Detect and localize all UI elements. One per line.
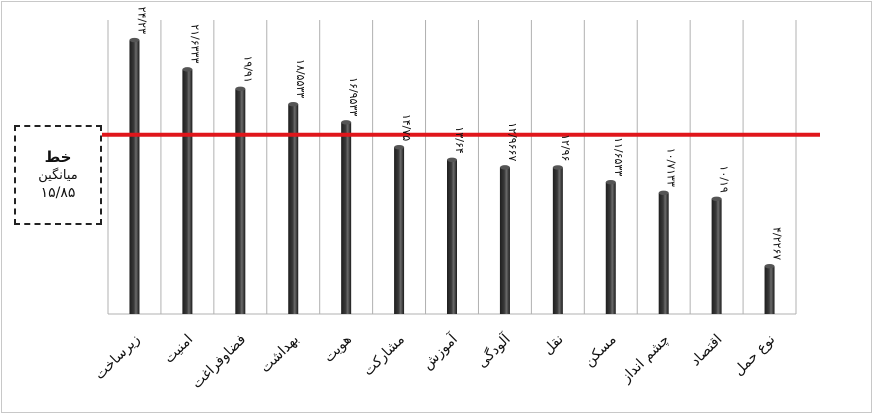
grid xyxy=(107,20,797,315)
average-box-line1: خط xyxy=(44,147,72,166)
bar-cap xyxy=(605,180,616,185)
bar-cap xyxy=(235,86,246,92)
category-label: نوع حمل xyxy=(731,332,779,380)
bar-cap xyxy=(182,67,193,72)
category-label: آموزش xyxy=(419,330,462,373)
category-label: مسکن xyxy=(581,332,619,370)
data-label: ۱۰/۱۹ xyxy=(718,165,731,192)
bar-cap xyxy=(288,102,299,107)
category-label: بهداشت xyxy=(257,332,302,377)
bar xyxy=(235,88,246,314)
bar xyxy=(605,182,616,314)
bar-cap xyxy=(447,157,457,162)
category-label: آلودگی xyxy=(473,330,514,371)
bars xyxy=(129,37,775,315)
bar xyxy=(499,167,510,314)
data-label: ۱۸/۵۵۳۳ xyxy=(294,59,307,98)
bar-cap xyxy=(764,264,775,269)
data-label: ۴/۲۲۶۷ xyxy=(771,227,784,260)
bar-cap xyxy=(499,165,510,170)
data-label: ۱۴/۷۵ xyxy=(400,114,413,141)
bar xyxy=(288,104,299,315)
data-label: ۱۶/۹۵۳۳ xyxy=(347,77,360,116)
average-legend-box: خط میانگین ۱۵/۸۵ xyxy=(14,125,102,225)
bar-cap xyxy=(394,145,405,150)
bar xyxy=(394,147,405,314)
category-label: فضاوفراغت xyxy=(189,332,249,392)
data-label: ۱۹/۹۱ xyxy=(241,56,254,83)
data-label: ۱۱/۶۵۳۳ xyxy=(612,137,625,176)
bar xyxy=(711,198,722,314)
bar-cap xyxy=(711,196,722,201)
bar-cap xyxy=(341,120,352,125)
bar xyxy=(182,69,193,315)
data-label: ۱۲/۹۶۶۷ xyxy=(506,122,519,161)
bar-cap xyxy=(552,165,563,170)
category-label: هویت xyxy=(321,332,355,366)
data-label: ۱۲/۹۶ xyxy=(559,134,572,161)
average-box-line2: میانگین xyxy=(38,167,78,183)
category-label: نقل xyxy=(540,332,567,359)
category-label: مشارکت xyxy=(360,332,408,380)
data-label: ۱۳/۶۴ xyxy=(453,126,466,153)
bar-cap xyxy=(129,37,140,43)
bar xyxy=(552,167,563,314)
data-labels: ۲۴/۲۳ ۲۱/۶۳۳۳ ۱۹/۹۱ ۱۸/۵۵۳۳ ۱۶/۹۵۳۳ ۱۴/۷۵ ۱۳/۶… xyxy=(135,7,783,261)
average-box-line3: ۱۵/۸۵ xyxy=(40,185,76,202)
category-label: اقتصاد xyxy=(688,332,726,370)
bar xyxy=(764,266,775,314)
category-label: چشم انداز xyxy=(618,332,673,387)
category-label: زیرساخت xyxy=(92,332,143,383)
bar-cap xyxy=(658,190,669,196)
category-label: امنیت xyxy=(161,332,196,367)
bar xyxy=(341,122,352,314)
data-label: ۲۱/۶۳۳۳ xyxy=(188,24,201,63)
bar xyxy=(447,159,457,314)
data-label: ۲۴/۲۳ xyxy=(135,7,148,34)
data-label: ۱۰/۷۱۳۳ xyxy=(665,148,678,187)
bar xyxy=(129,40,140,314)
bar xyxy=(658,192,669,314)
